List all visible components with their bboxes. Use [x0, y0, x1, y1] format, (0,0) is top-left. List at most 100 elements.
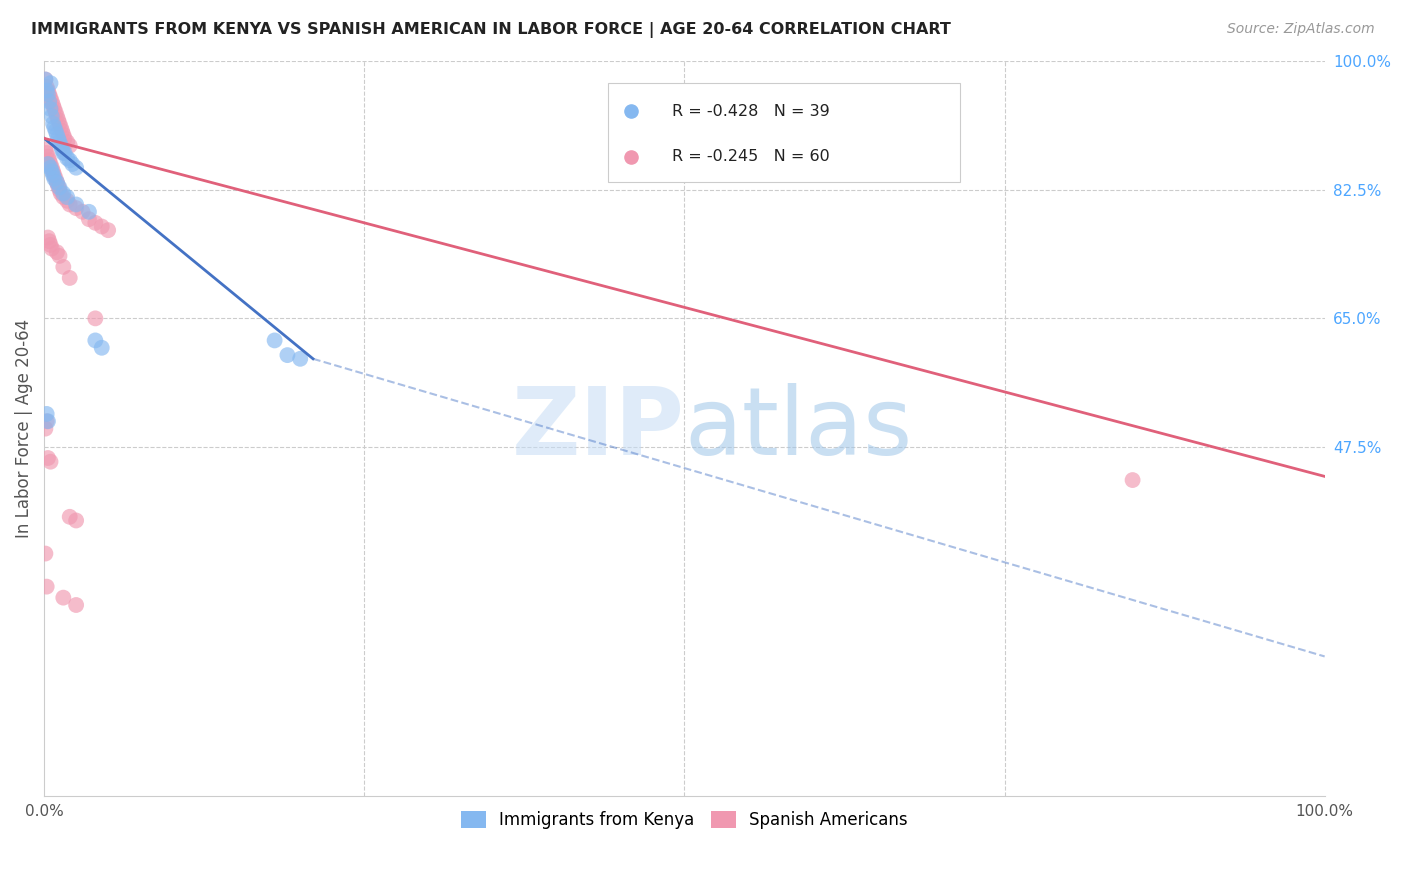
- Point: [41, 164, 63, 178]
- Point: [39, 102, 62, 116]
- Point: [34, 422, 56, 436]
- Point: [84, 311, 107, 326]
- Point: [34, 142, 56, 156]
- Point: [42, 98, 65, 112]
- Point: [41, 161, 63, 175]
- Text: R = -0.245   N = 60: R = -0.245 N = 60: [672, 149, 830, 164]
- Point: [38, 234, 60, 248]
- Text: IMMIGRANTS FROM KENYA VS SPANISH AMERICAN IN LABOR FORCE | AGE 20-64 CORRELATION: IMMIGRANTS FROM KENYA VS SPANISH AMERICA…: [31, 22, 950, 38]
- Point: [44, 171, 66, 186]
- Text: R = -0.428   N = 39: R = -0.428 N = 39: [672, 103, 830, 119]
- Point: [48, 183, 70, 197]
- Point: [46, 112, 69, 127]
- Point: [35, 146, 58, 161]
- Point: [84, 216, 107, 230]
- Point: [38, 153, 60, 168]
- Point: [59, 153, 82, 168]
- Point: [37, 83, 59, 97]
- Point: [59, 138, 82, 153]
- Point: [41, 109, 63, 123]
- Point: [37, 157, 59, 171]
- Point: [52, 128, 75, 142]
- Point: [77, 204, 100, 219]
- Point: [39, 76, 62, 90]
- Point: [39, 91, 62, 105]
- Point: [97, 223, 120, 237]
- Point: [90, 219, 112, 234]
- Point: [34, 72, 56, 87]
- Point: [51, 142, 73, 156]
- Point: [35, 580, 58, 594]
- Point: [37, 87, 59, 102]
- Point: [41, 242, 63, 256]
- Point: [263, 334, 285, 348]
- Point: [56, 194, 79, 208]
- Point: [35, 79, 58, 94]
- Point: [51, 124, 73, 138]
- Point: [44, 120, 66, 135]
- Point: [77, 212, 100, 227]
- Point: [56, 190, 79, 204]
- Point: [65, 514, 87, 528]
- Point: [60, 157, 83, 171]
- Point: [65, 201, 87, 215]
- Point: [276, 348, 298, 362]
- Point: [35, 407, 58, 421]
- Point: [1122, 473, 1144, 487]
- Point: [53, 146, 76, 161]
- Point: [39, 157, 62, 171]
- Point: [44, 168, 66, 182]
- Point: [34, 72, 56, 87]
- Point: [42, 117, 65, 131]
- Point: [49, 138, 72, 153]
- Point: [45, 109, 67, 123]
- Point: [38, 87, 60, 102]
- Point: [45, 105, 67, 120]
- Point: [56, 135, 79, 149]
- Point: [45, 171, 67, 186]
- Point: [53, 131, 76, 145]
- Point: [42, 168, 65, 182]
- Point: [45, 175, 67, 189]
- Point: [42, 164, 65, 178]
- Point: [38, 95, 60, 109]
- Point: [48, 135, 70, 149]
- Point: [65, 161, 87, 175]
- Point: [44, 102, 66, 116]
- Point: [48, 117, 70, 131]
- Point: [59, 509, 82, 524]
- Text: Source: ZipAtlas.com: Source: ZipAtlas.com: [1227, 22, 1375, 37]
- Text: ZIP: ZIP: [512, 383, 685, 475]
- Point: [46, 131, 69, 145]
- Point: [49, 120, 72, 135]
- Point: [48, 249, 70, 263]
- Point: [59, 271, 82, 285]
- Point: [52, 190, 75, 204]
- Point: [52, 186, 75, 201]
- Point: [52, 146, 75, 161]
- Point: [620, 150, 643, 164]
- Point: [39, 238, 62, 252]
- Point: [65, 598, 87, 612]
- FancyBboxPatch shape: [607, 83, 960, 182]
- Point: [65, 197, 87, 211]
- Point: [45, 124, 67, 138]
- Point: [49, 186, 72, 201]
- Point: [90, 341, 112, 355]
- Point: [39, 455, 62, 469]
- Text: atlas: atlas: [685, 383, 912, 475]
- Point: [41, 95, 63, 109]
- Point: [290, 351, 312, 366]
- Point: [37, 150, 59, 164]
- Point: [52, 260, 75, 274]
- Point: [620, 104, 643, 119]
- Y-axis label: In Labor Force | Age 20-64: In Labor Force | Age 20-64: [15, 319, 32, 538]
- Point: [45, 245, 67, 260]
- Point: [37, 414, 59, 428]
- Point: [84, 334, 107, 348]
- Point: [34, 547, 56, 561]
- Point: [35, 83, 58, 97]
- Legend: Immigrants from Kenya, Spanish Americans: Immigrants from Kenya, Spanish Americans: [454, 804, 915, 836]
- Point: [39, 161, 62, 175]
- Point: [37, 450, 59, 465]
